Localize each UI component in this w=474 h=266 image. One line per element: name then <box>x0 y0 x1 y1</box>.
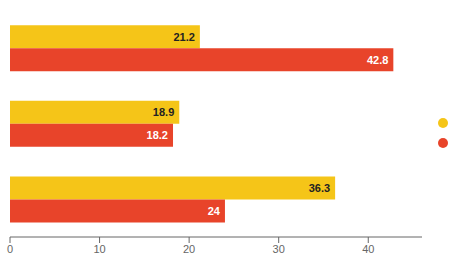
svg-text:24: 24 <box>208 205 221 217</box>
svg-text:18.9: 18.9 <box>153 106 174 118</box>
svg-text:18.2: 18.2 <box>147 129 168 141</box>
svg-text:10: 10 <box>93 243 105 255</box>
svg-text:21.2: 21.2 <box>173 31 194 43</box>
svg-text:0: 0 <box>8 243 13 255</box>
svg-text:20: 20 <box>183 243 195 255</box>
svg-text:42.8: 42.8 <box>367 54 388 66</box>
svg-text:36.3: 36.3 <box>309 182 330 194</box>
svg-text:30: 30 <box>273 243 285 255</box>
svg-text:40: 40 <box>362 243 374 255</box>
